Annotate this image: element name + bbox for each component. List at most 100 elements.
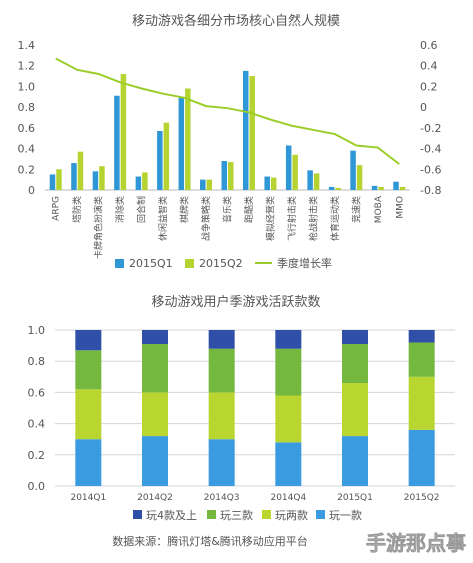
bar-2015q2 (185, 88, 191, 190)
stacked-bar-segment (208, 330, 235, 349)
chart-title: 移动游戏各细分市场核心自然人规模 (132, 13, 340, 29)
x-tick-label: MMO (395, 196, 405, 219)
legend-label-2015q2: 2015Q2 (199, 257, 243, 270)
y2-tick-label: -0.8 (420, 184, 441, 197)
legend-label-growth: 季度增长率 (277, 256, 332, 270)
bar-2015q1 (114, 95, 120, 190)
stacked-bar-segment (342, 344, 368, 384)
stacked-bar-segment (142, 436, 168, 486)
bar-2015q1 (135, 176, 142, 190)
chart-market-scale: 移动游戏各细分市场核心自然人规模 0 0.2 0.4 0.6 0.8 1.0 1.2 1.4 -… (18, 13, 442, 270)
stacked-bar-segment (408, 330, 435, 343)
stacked-bar-segment (75, 330, 102, 351)
chart-title: 移动游戏用户季游戏活跃款数 (151, 294, 320, 310)
x-tick-label: 2014Q2 (137, 493, 173, 503)
source-note: 数据来源：腾讯灯塔&腾讯移动应用平台 (112, 534, 308, 548)
y2-tick-label: -0.6 (420, 163, 441, 176)
stacked-bar-segment (275, 348, 302, 396)
stacked-bar-segment (275, 330, 302, 349)
x-tick-label: 2014Q3 (204, 493, 240, 503)
x-tick-label: 回合制 (136, 196, 148, 223)
stacked-bar-segment (208, 348, 235, 393)
bar-2015q1 (350, 150, 356, 190)
x-tick-label: 2015Q1 (337, 493, 373, 503)
bar-2015q2 (313, 173, 320, 190)
bar-2015q2 (163, 122, 170, 190)
x-tick-label: 跑酷类 (243, 196, 255, 223)
y-tick-label: 1.0 (18, 80, 36, 93)
x-tick-label: 休闲益智类 (157, 196, 169, 241)
stacked-bar-segment (75, 439, 102, 486)
x-tick-label: MOBA (374, 195, 384, 223)
bar-2015q1 (178, 97, 185, 190)
bar-2015q2 (335, 187, 341, 190)
bar-2015q2 (399, 186, 406, 190)
stacked-bar-segment (75, 389, 102, 440)
y2-tick-label: 0.2 (420, 80, 438, 93)
bar-2015q1 (49, 174, 56, 190)
y-tick-label: 0.8 (28, 355, 46, 368)
legend-label: 玩4款及上 (146, 508, 197, 522)
legend-swatch (316, 510, 325, 519)
bar-2015q1 (157, 130, 163, 190)
legend-swatch (207, 510, 216, 519)
bar-2015q2 (142, 172, 148, 190)
stacked-bar-segment (342, 436, 368, 486)
bar-2015q1 (71, 163, 77, 190)
bar-2015q1 (242, 70, 249, 190)
x-tick-label: 消除类 (114, 196, 126, 223)
bar-2015q2 (77, 151, 84, 190)
x-tick-label: 音乐类 (222, 196, 234, 223)
y-tick-label: 0.0 (28, 480, 46, 493)
y-tick-label: 0 (28, 184, 35, 197)
y-tick-label: 0.2 (28, 449, 46, 462)
x-tick-label: 飞行射击类 (286, 196, 298, 241)
bar-2015q1 (264, 176, 270, 190)
legend-label: 玩两款 (275, 508, 308, 522)
y-tick-label: 0.6 (18, 122, 36, 135)
y-tick-label: 0.2 (18, 163, 36, 176)
legend-swatch-2015q2 (185, 259, 194, 268)
bar-2015q1 (200, 179, 206, 190)
bar-2015q2 (56, 169, 62, 190)
stacked-bar-segment (408, 342, 435, 377)
stacked-bar-segment (408, 376, 435, 430)
bar-2015q2 (120, 74, 127, 190)
x-tick-label: 枪战射击类 (307, 196, 319, 241)
x-tick-label: 塔防类 (71, 196, 83, 223)
stacked-bar-segment (342, 330, 368, 345)
legend-swatch (133, 510, 142, 519)
stacked-bar-segment (142, 392, 168, 437)
x-tick-label: 2015Q2 (404, 493, 440, 503)
stacked-bar-segment (408, 429, 435, 486)
y2-tick-label: -0.2 (420, 122, 441, 135)
y2-tick-label: -0.4 (420, 143, 441, 156)
bar-2015q1 (393, 181, 399, 190)
stacked-bar-segment (342, 383, 368, 437)
legend-label: 玩一款 (329, 508, 362, 522)
stacked-bar-segment (275, 395, 302, 443)
legend-label-2015q1: 2015Q1 (129, 257, 173, 270)
x-tick-label: ARPG (52, 196, 62, 221)
y2-tick-label: 0.6 (420, 39, 438, 52)
y-tick-label: 1.0 (28, 324, 46, 337)
y-tick-label: 0.4 (18, 143, 36, 156)
bar-2015q1 (307, 170, 313, 190)
x-tick-label: 竞速类 (350, 196, 362, 223)
bar-2015q2 (228, 162, 234, 190)
y-tick-label: 0.8 (18, 101, 36, 114)
bar-2015q2 (206, 179, 213, 190)
bar-2015q1 (371, 185, 378, 190)
bar-2015q2 (356, 165, 363, 190)
x-tick-label: 棋牌类 (179, 196, 191, 223)
x-tick-label: 2014Q1 (70, 493, 106, 503)
stacked-bar-segment (208, 439, 235, 486)
bar-2015q1 (328, 186, 335, 190)
stacked-bar-segment (142, 330, 168, 345)
bar-2015q2 (378, 186, 384, 190)
stacked-bar-segment (275, 442, 302, 486)
bar-2015q1 (92, 171, 99, 190)
x-tick-label: 模拟经营类 (264, 196, 276, 241)
y2-tick-label: 0 (420, 101, 427, 114)
bar-2015q1 (285, 145, 292, 190)
